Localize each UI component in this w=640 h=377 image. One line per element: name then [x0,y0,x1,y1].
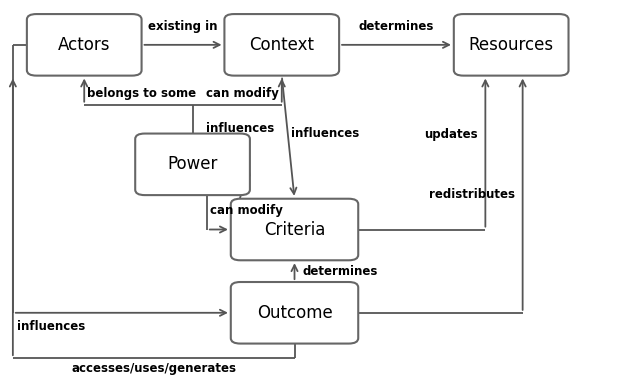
FancyBboxPatch shape [231,199,358,260]
Text: Actors: Actors [58,36,111,54]
Text: can modify: can modify [210,204,283,217]
FancyBboxPatch shape [27,14,141,76]
Text: existing in: existing in [148,20,218,33]
Text: Outcome: Outcome [257,304,332,322]
Text: influences: influences [17,320,86,333]
Text: can modify: can modify [205,87,278,100]
Text: influences: influences [206,122,275,135]
Text: belongs to some: belongs to some [88,87,196,100]
Text: accesses/uses/generates: accesses/uses/generates [71,362,236,375]
Text: Criteria: Criteria [264,221,325,239]
Text: determines: determines [302,265,378,277]
Text: Resources: Resources [468,36,554,54]
FancyBboxPatch shape [454,14,568,76]
Text: updates: updates [424,128,477,141]
FancyBboxPatch shape [135,133,250,195]
FancyBboxPatch shape [231,282,358,343]
Text: redistributes: redistributes [429,188,515,201]
Text: Power: Power [168,155,218,173]
Text: Context: Context [249,36,314,54]
Text: determines: determines [359,20,434,33]
Text: influences: influences [291,127,360,140]
FancyBboxPatch shape [225,14,339,76]
